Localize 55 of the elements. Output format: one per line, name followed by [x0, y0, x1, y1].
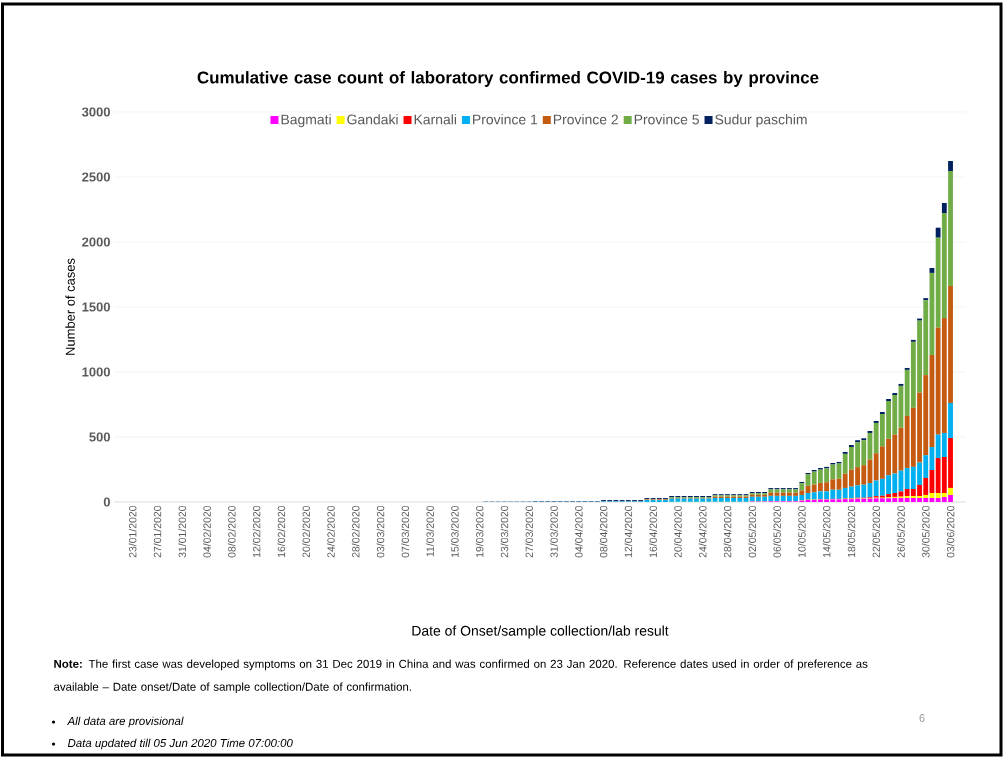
x-tick-label: 10/05/2020: [797, 505, 806, 558]
x-tick-label: 27/03/2020: [525, 505, 534, 558]
x-tick-label: 07/03/2020: [401, 505, 410, 558]
legend-label: Province 2: [553, 114, 618, 125]
chart-title: Cumulative case count of laboratory confirmed COVID-19 cases by province: [197, 71, 819, 87]
x-tick-label: 08/04/2020: [599, 505, 608, 558]
x-tick-label: 12/04/2020: [624, 505, 633, 558]
x-tick-label: 22/05/2020: [872, 505, 881, 558]
x-tick-label: 30/05/2020: [921, 505, 930, 558]
legend-label: Sudur paschim: [715, 114, 807, 128]
x-tick-label: 08/02/2020: [227, 505, 236, 558]
y-tick-label: 0: [103, 497, 110, 507]
x-tick-label: 20/02/2020: [302, 505, 310, 558]
y-tick-label: 1500: [82, 302, 110, 312]
x-tick-label: 20/04/2020: [674, 505, 682, 558]
y-axis-title: Number of cases: [65, 258, 75, 355]
y-tick-label: 500: [89, 432, 110, 442]
x-tick-label: 24/02/2020: [327, 505, 335, 558]
x-tick-label: 15/03/2020: [450, 505, 459, 558]
text: 6: [919, 714, 925, 722]
x-tick-label: 03/06/2020: [946, 505, 955, 558]
x-axis-title: Date of Onset/sample collection/lab result: [412, 625, 669, 639]
x-tick-label: 04/02/2020: [203, 505, 211, 558]
x-tick-label: 04/04/2020: [574, 505, 583, 558]
x-tick-label: 24/04/2020: [698, 505, 707, 558]
text: Note: The first case was developed symptoms on 31 Dec 2019 in China and was confirmed on 23 Jan 2020. Reference dates used in order of preference as available – Date onset/Date of sample collection/Date of confirmation.: [54, 659, 868, 694]
legend-label: Province 5: [634, 114, 699, 125]
x-tick-label: 27/01/2020: [153, 505, 162, 558]
x-tick-label: 16/04/2020: [649, 505, 657, 558]
x-tick-label: 31/03/2020: [550, 505, 558, 558]
legend-label: Province 1: [473, 114, 538, 125]
x-tick-label: 28/04/2020: [723, 505, 732, 558]
x-tick-label: 19/03/2020: [475, 505, 484, 558]
x-tick-label: 18/05/2020: [847, 505, 856, 558]
x-tick-label: 23/01/2020: [128, 505, 137, 558]
legend-label: Karnali: [414, 114, 456, 125]
text: Data updated till 05 Jun 2020 Time 07:00:00: [67, 738, 293, 750]
x-tick-label: 28/02/2020: [351, 505, 360, 558]
x-tick-label: 12/02/2020: [252, 505, 261, 558]
x-tick-label: 31/01/2020: [178, 505, 187, 558]
y-tick-label: 2500: [82, 172, 110, 182]
x-tick-label: 06/05/2020: [773, 505, 781, 558]
y-tick-label: 3000: [81, 107, 110, 117]
x-tick-label: 26/05/2020: [897, 505, 905, 558]
y-tick-label: 1000: [82, 367, 110, 377]
text: All data are provisional: [66, 716, 184, 728]
x-tick-label: 11/03/2020: [426, 505, 434, 557]
x-tick-label: 14/05/2020: [822, 505, 831, 558]
legend-label: Gandaki: [347, 114, 398, 125]
x-tick-label: 02/05/2020: [748, 505, 757, 558]
x-tick-label: 23/03/2020: [500, 505, 509, 558]
y-tick-label: 2000: [82, 237, 110, 247]
legend-label: Bagmati: [281, 114, 331, 128]
x-tick-label: 03/03/2020: [376, 505, 385, 558]
x-tick-label: 16/02/2020: [277, 505, 286, 558]
